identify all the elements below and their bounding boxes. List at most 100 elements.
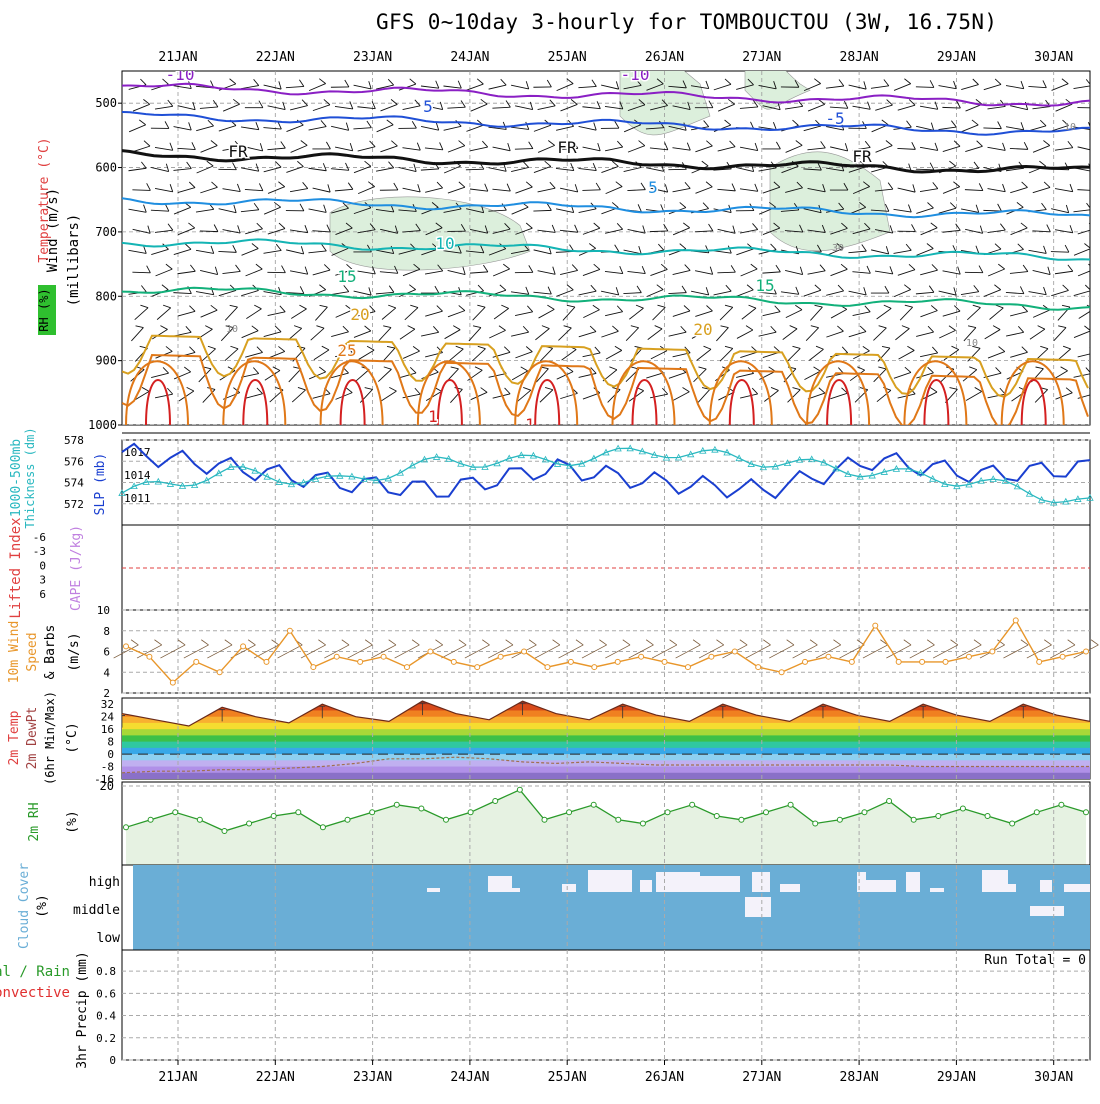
- date-label-top: 22JAN: [256, 50, 295, 65]
- barb-staff: [717, 272, 735, 273]
- cloud-level-label: high: [89, 875, 120, 890]
- rh2m-point: [271, 814, 276, 819]
- barb-staff: [582, 190, 600, 191]
- contour-label: 30: [832, 243, 844, 254]
- wind10-point: [732, 649, 737, 654]
- temp2m-tick-label: 0: [107, 748, 114, 761]
- cloud-level-label: middle: [73, 903, 120, 918]
- li-tick-label: 6: [39, 588, 46, 601]
- rh2m-point: [960, 806, 965, 811]
- thickness-tick-label: 578: [64, 434, 84, 447]
- rh2m-point: [837, 817, 842, 822]
- wind10-point: [498, 654, 503, 659]
- wind10-point: [170, 680, 175, 685]
- rh2m-point: [813, 821, 818, 826]
- barb-flag: [1091, 101, 1095, 108]
- rh2m-point: [542, 817, 547, 822]
- temp2m-tick-label: -8: [101, 761, 114, 774]
- precip-run-total: Run Total = 0: [984, 953, 1086, 968]
- barb-staff: [466, 169, 484, 170]
- ylabel-temperature: Temperature (°C): [37, 137, 52, 262]
- thickness-tick-label: 572: [64, 498, 84, 511]
- ylabel-wind10-speed: Speed: [25, 632, 40, 671]
- pressure-tick-label: 600: [95, 161, 117, 175]
- ylabel-wind10: 10m Wind: [7, 621, 22, 684]
- contour-label: 10: [966, 338, 978, 349]
- wind10-point: [685, 665, 690, 670]
- wind10-point: [217, 670, 222, 675]
- rh2m-point: [567, 810, 572, 815]
- contour-label: 15: [755, 276, 774, 295]
- date-label-bottom: 30JAN: [1034, 1070, 1073, 1085]
- barb-staff: [650, 231, 668, 232]
- contour-label: 20: [693, 320, 712, 339]
- contour-label: 15: [337, 267, 356, 286]
- date-label-bottom: 22JAN: [256, 1070, 295, 1085]
- rh2m-point: [320, 825, 325, 830]
- cloud-high-gap: [1064, 884, 1090, 892]
- ylabel-precip: 3hr Precip (mm): [75, 951, 90, 1068]
- rh2m-point: [148, 817, 153, 822]
- wind10-tick-label: 10: [97, 604, 110, 617]
- cloud-high-gap: [562, 884, 576, 892]
- cloud-high-gap: [1040, 880, 1052, 892]
- date-label-top: 26JAN: [645, 50, 684, 65]
- rh2m-point: [640, 821, 645, 826]
- ylabel-lifted-index: Lifted Index: [8, 517, 24, 618]
- wind10-point: [615, 659, 620, 664]
- temp-band: [122, 735, 1090, 742]
- ylabel-temp2m: 2m Temp: [7, 710, 22, 765]
- rh2m-point: [665, 810, 670, 815]
- temp-band: [122, 742, 1090, 749]
- thickness-tick-label: 574: [64, 477, 84, 490]
- contour-label: 10: [226, 324, 238, 335]
- barb-staff: [533, 210, 551, 211]
- rh2m-point: [394, 802, 399, 807]
- wind10-point: [803, 659, 808, 664]
- rh2m-point: [936, 814, 941, 819]
- contour-label: 5: [648, 178, 658, 197]
- wind10-point: [381, 654, 386, 659]
- cloud-mid-gap: [1030, 906, 1064, 916]
- contour-label: 10: [435, 234, 454, 253]
- cloud-high-gap: [488, 876, 512, 892]
- rh2m-point: [517, 787, 522, 792]
- contour-label: FR: [852, 147, 872, 166]
- rh2m-point: [247, 821, 252, 826]
- wind10-point: [522, 649, 527, 654]
- precip-tick-label: 0.8: [96, 965, 116, 978]
- wind10-point: [124, 644, 129, 649]
- precip-tick-label: 0.2: [96, 1032, 116, 1045]
- cloud-high-gap: [427, 888, 440, 892]
- barb-flag: [1091, 143, 1096, 151]
- rh2m-point: [419, 806, 424, 811]
- cloud-high-gap: [780, 884, 800, 892]
- rh2m-point: [911, 817, 916, 822]
- rh2m-point: [222, 829, 227, 834]
- cloud-high-gap: [700, 876, 740, 892]
- date-label-bottom: 25JAN: [548, 1070, 587, 1085]
- ylabel-precip-total: Total / Rain: [0, 964, 70, 980]
- barb-staff: [200, 231, 218, 232]
- temp-band: [122, 748, 1090, 755]
- rh2m-point: [173, 810, 178, 815]
- rh2m-point: [124, 825, 129, 830]
- wind10-point: [709, 654, 714, 659]
- rh2m-point: [1059, 802, 1064, 807]
- temp-band: [122, 754, 1090, 761]
- rh2m-point: [345, 817, 350, 822]
- wind10-point: [779, 670, 784, 675]
- wind10-point: [568, 659, 573, 664]
- rh2m-point: [862, 810, 867, 815]
- date-label-top: 25JAN: [548, 50, 587, 65]
- cloud-high-gap: [930, 888, 944, 892]
- ylabel-wind10-unit: (m/s): [67, 632, 82, 671]
- barb-staff: [942, 107, 960, 108]
- wind10-point: [194, 659, 199, 664]
- contour-label: -5: [825, 109, 844, 128]
- date-label-bottom: 27JAN: [742, 1070, 781, 1085]
- rh2m-point: [197, 817, 202, 822]
- slp-tick-label: 1011: [124, 492, 151, 505]
- cloud-high-gap: [656, 872, 700, 892]
- pressure-tick-label: 1000: [88, 418, 117, 432]
